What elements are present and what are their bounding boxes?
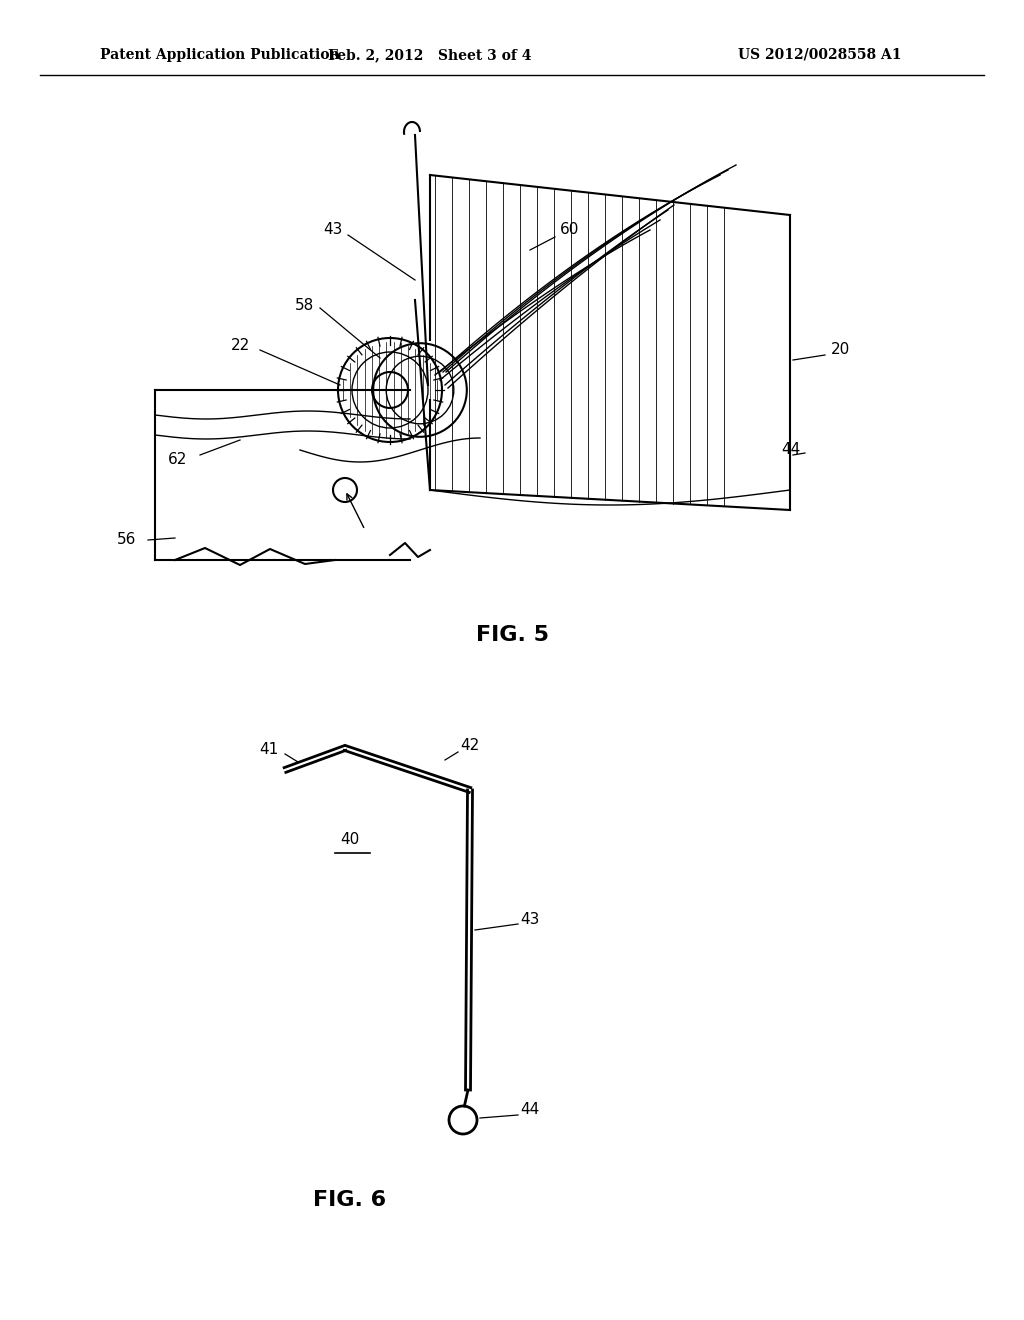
- Text: 20: 20: [830, 342, 850, 358]
- Text: FIG. 5: FIG. 5: [475, 624, 549, 645]
- Text: 60: 60: [560, 223, 580, 238]
- Text: 22: 22: [230, 338, 250, 352]
- Text: Feb. 2, 2012   Sheet 3 of 4: Feb. 2, 2012 Sheet 3 of 4: [329, 48, 531, 62]
- Text: Patent Application Publication: Patent Application Publication: [100, 48, 340, 62]
- Text: 40: 40: [340, 833, 359, 847]
- Text: 44: 44: [780, 442, 800, 458]
- Text: 42: 42: [460, 738, 479, 752]
- Text: 41: 41: [259, 742, 278, 758]
- Text: 44: 44: [520, 1102, 540, 1118]
- Text: 58: 58: [295, 297, 314, 313]
- Text: 62: 62: [168, 453, 187, 467]
- Text: FIG. 6: FIG. 6: [313, 1191, 387, 1210]
- Text: 56: 56: [118, 532, 136, 548]
- Text: US 2012/0028558 A1: US 2012/0028558 A1: [738, 48, 902, 62]
- Text: 43: 43: [324, 223, 343, 238]
- Text: 43: 43: [520, 912, 540, 928]
